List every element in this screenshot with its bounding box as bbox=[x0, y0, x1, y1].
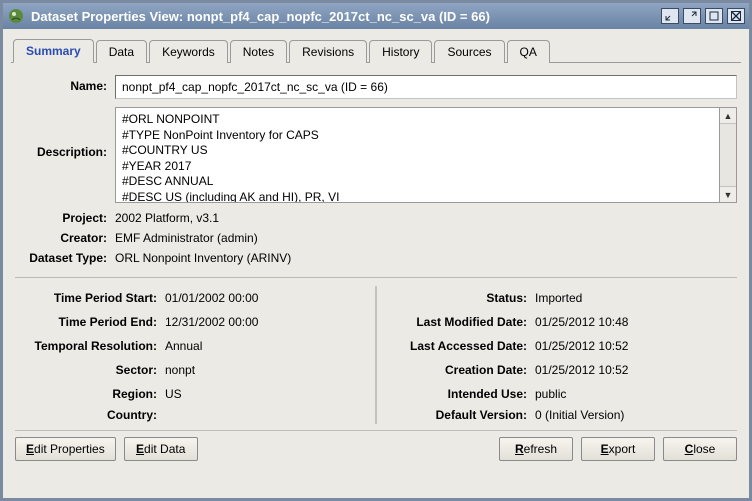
tab-qa[interactable]: QA bbox=[507, 40, 550, 63]
intended-use-value: public bbox=[535, 387, 566, 401]
creation-date-value: 01/25/2012 10:52 bbox=[535, 363, 628, 377]
description-scrollbar[interactable]: ▲ ▼ bbox=[720, 107, 737, 203]
sector-label: Sector: bbox=[15, 363, 165, 377]
window-frame: Dataset Properties View: nonpt_pf4_cap_n… bbox=[0, 0, 752, 501]
desc-line: #COUNTRY US bbox=[122, 143, 713, 159]
window-controls bbox=[661, 8, 745, 24]
maximize-button[interactable] bbox=[683, 8, 701, 24]
status-value: Imported bbox=[535, 291, 582, 305]
tab-history[interactable]: History bbox=[369, 40, 432, 63]
scroll-up-icon[interactable]: ▲ bbox=[720, 108, 736, 124]
name-field[interactable]: nonpt_pf4_cap_nopfc_2017ct_nc_sc_va (ID … bbox=[115, 75, 737, 99]
tab-strip: Summary Data Keywords Notes Revisions Hi… bbox=[11, 37, 741, 63]
last-accessed-label: Last Accessed Date: bbox=[385, 339, 535, 353]
creator-value: EMF Administrator (admin) bbox=[115, 231, 258, 245]
titlebar: Dataset Properties View: nonpt_pf4_cap_n… bbox=[3, 3, 749, 29]
footer-buttons: Edit Properties Edit Data Refresh Export… bbox=[15, 430, 737, 461]
minimize-button[interactable] bbox=[661, 8, 679, 24]
description-field[interactable]: #ORL NONPOINT #TYPE NonPoint Inventory f… bbox=[115, 107, 720, 203]
tab-notes[interactable]: Notes bbox=[230, 40, 287, 63]
desc-line: #DESC ANNUAL bbox=[122, 174, 713, 190]
dataset-type-label: Dataset Type: bbox=[15, 251, 115, 265]
app-icon bbox=[7, 7, 25, 25]
creator-label: Creator: bbox=[15, 231, 115, 245]
name-label: Name: bbox=[15, 75, 115, 93]
refresh-button[interactable]: Refresh bbox=[499, 437, 573, 461]
scroll-track[interactable] bbox=[720, 124, 736, 186]
restore-button[interactable] bbox=[705, 8, 723, 24]
time-period-end-value: 12/31/2002 00:00 bbox=[165, 315, 258, 329]
window-title: Dataset Properties View: nonpt_pf4_cap_n… bbox=[31, 9, 655, 24]
last-modified-value: 01/25/2012 10:48 bbox=[535, 315, 628, 329]
region-label: Region: bbox=[15, 387, 165, 401]
temporal-resolution-value: Annual bbox=[165, 339, 202, 353]
tab-sources[interactable]: Sources bbox=[434, 40, 504, 63]
temporal-resolution-label: Temporal Resolution: bbox=[15, 339, 165, 353]
dataset-type-value: ORL Nonpoint Inventory (ARINV) bbox=[115, 251, 291, 265]
country-label: Country: bbox=[15, 408, 165, 422]
region-value: US bbox=[165, 387, 182, 401]
edit-data-button[interactable]: Edit Data bbox=[124, 437, 198, 461]
summary-pane: Name: nonpt_pf4_cap_nopfc_2017ct_nc_sc_v… bbox=[11, 63, 741, 492]
desc-line: #ORL NONPOINT bbox=[122, 112, 713, 128]
last-modified-label: Last Modified Date: bbox=[385, 315, 535, 329]
project-value: 2002 Platform, v3.1 bbox=[115, 211, 219, 225]
desc-line: #TYPE NonPoint Inventory for CAPS bbox=[122, 128, 713, 144]
description-label: Description: bbox=[15, 107, 115, 159]
tab-revisions[interactable]: Revisions bbox=[289, 40, 367, 63]
project-label: Project: bbox=[15, 211, 115, 225]
tab-data[interactable]: Data bbox=[96, 40, 147, 63]
default-version-value: 0 (Initial Version) bbox=[535, 408, 624, 422]
status-label: Status: bbox=[385, 291, 535, 305]
desc-line: #DESC US (including AK and HI), PR, VI bbox=[122, 190, 713, 203]
desc-line: #YEAR 2017 bbox=[122, 159, 713, 175]
time-period-end-label: Time Period End: bbox=[15, 315, 165, 329]
last-accessed-value: 01/25/2012 10:52 bbox=[535, 339, 628, 353]
export-button[interactable]: Export bbox=[581, 437, 655, 461]
separator bbox=[15, 277, 737, 278]
close-window-button[interactable] bbox=[727, 8, 745, 24]
time-period-start-label: Time Period Start: bbox=[15, 291, 165, 305]
sector-value: nonpt bbox=[165, 363, 195, 377]
tab-summary[interactable]: Summary bbox=[13, 39, 94, 63]
creation-date-label: Creation Date: bbox=[385, 363, 535, 377]
default-version-label: Default Version: bbox=[385, 408, 535, 422]
edit-properties-button[interactable]: Edit Properties bbox=[15, 437, 116, 461]
intended-use-label: Intended Use: bbox=[385, 387, 535, 401]
content-area: Summary Data Keywords Notes Revisions Hi… bbox=[3, 29, 749, 498]
time-period-start-value: 01/01/2002 00:00 bbox=[165, 291, 258, 305]
tab-keywords[interactable]: Keywords bbox=[149, 40, 228, 63]
close-button[interactable]: Close bbox=[663, 437, 737, 461]
scroll-down-icon[interactable]: ▼ bbox=[720, 186, 736, 202]
details-grid: Time Period Start:01/01/2002 00:00 Time … bbox=[15, 286, 737, 424]
